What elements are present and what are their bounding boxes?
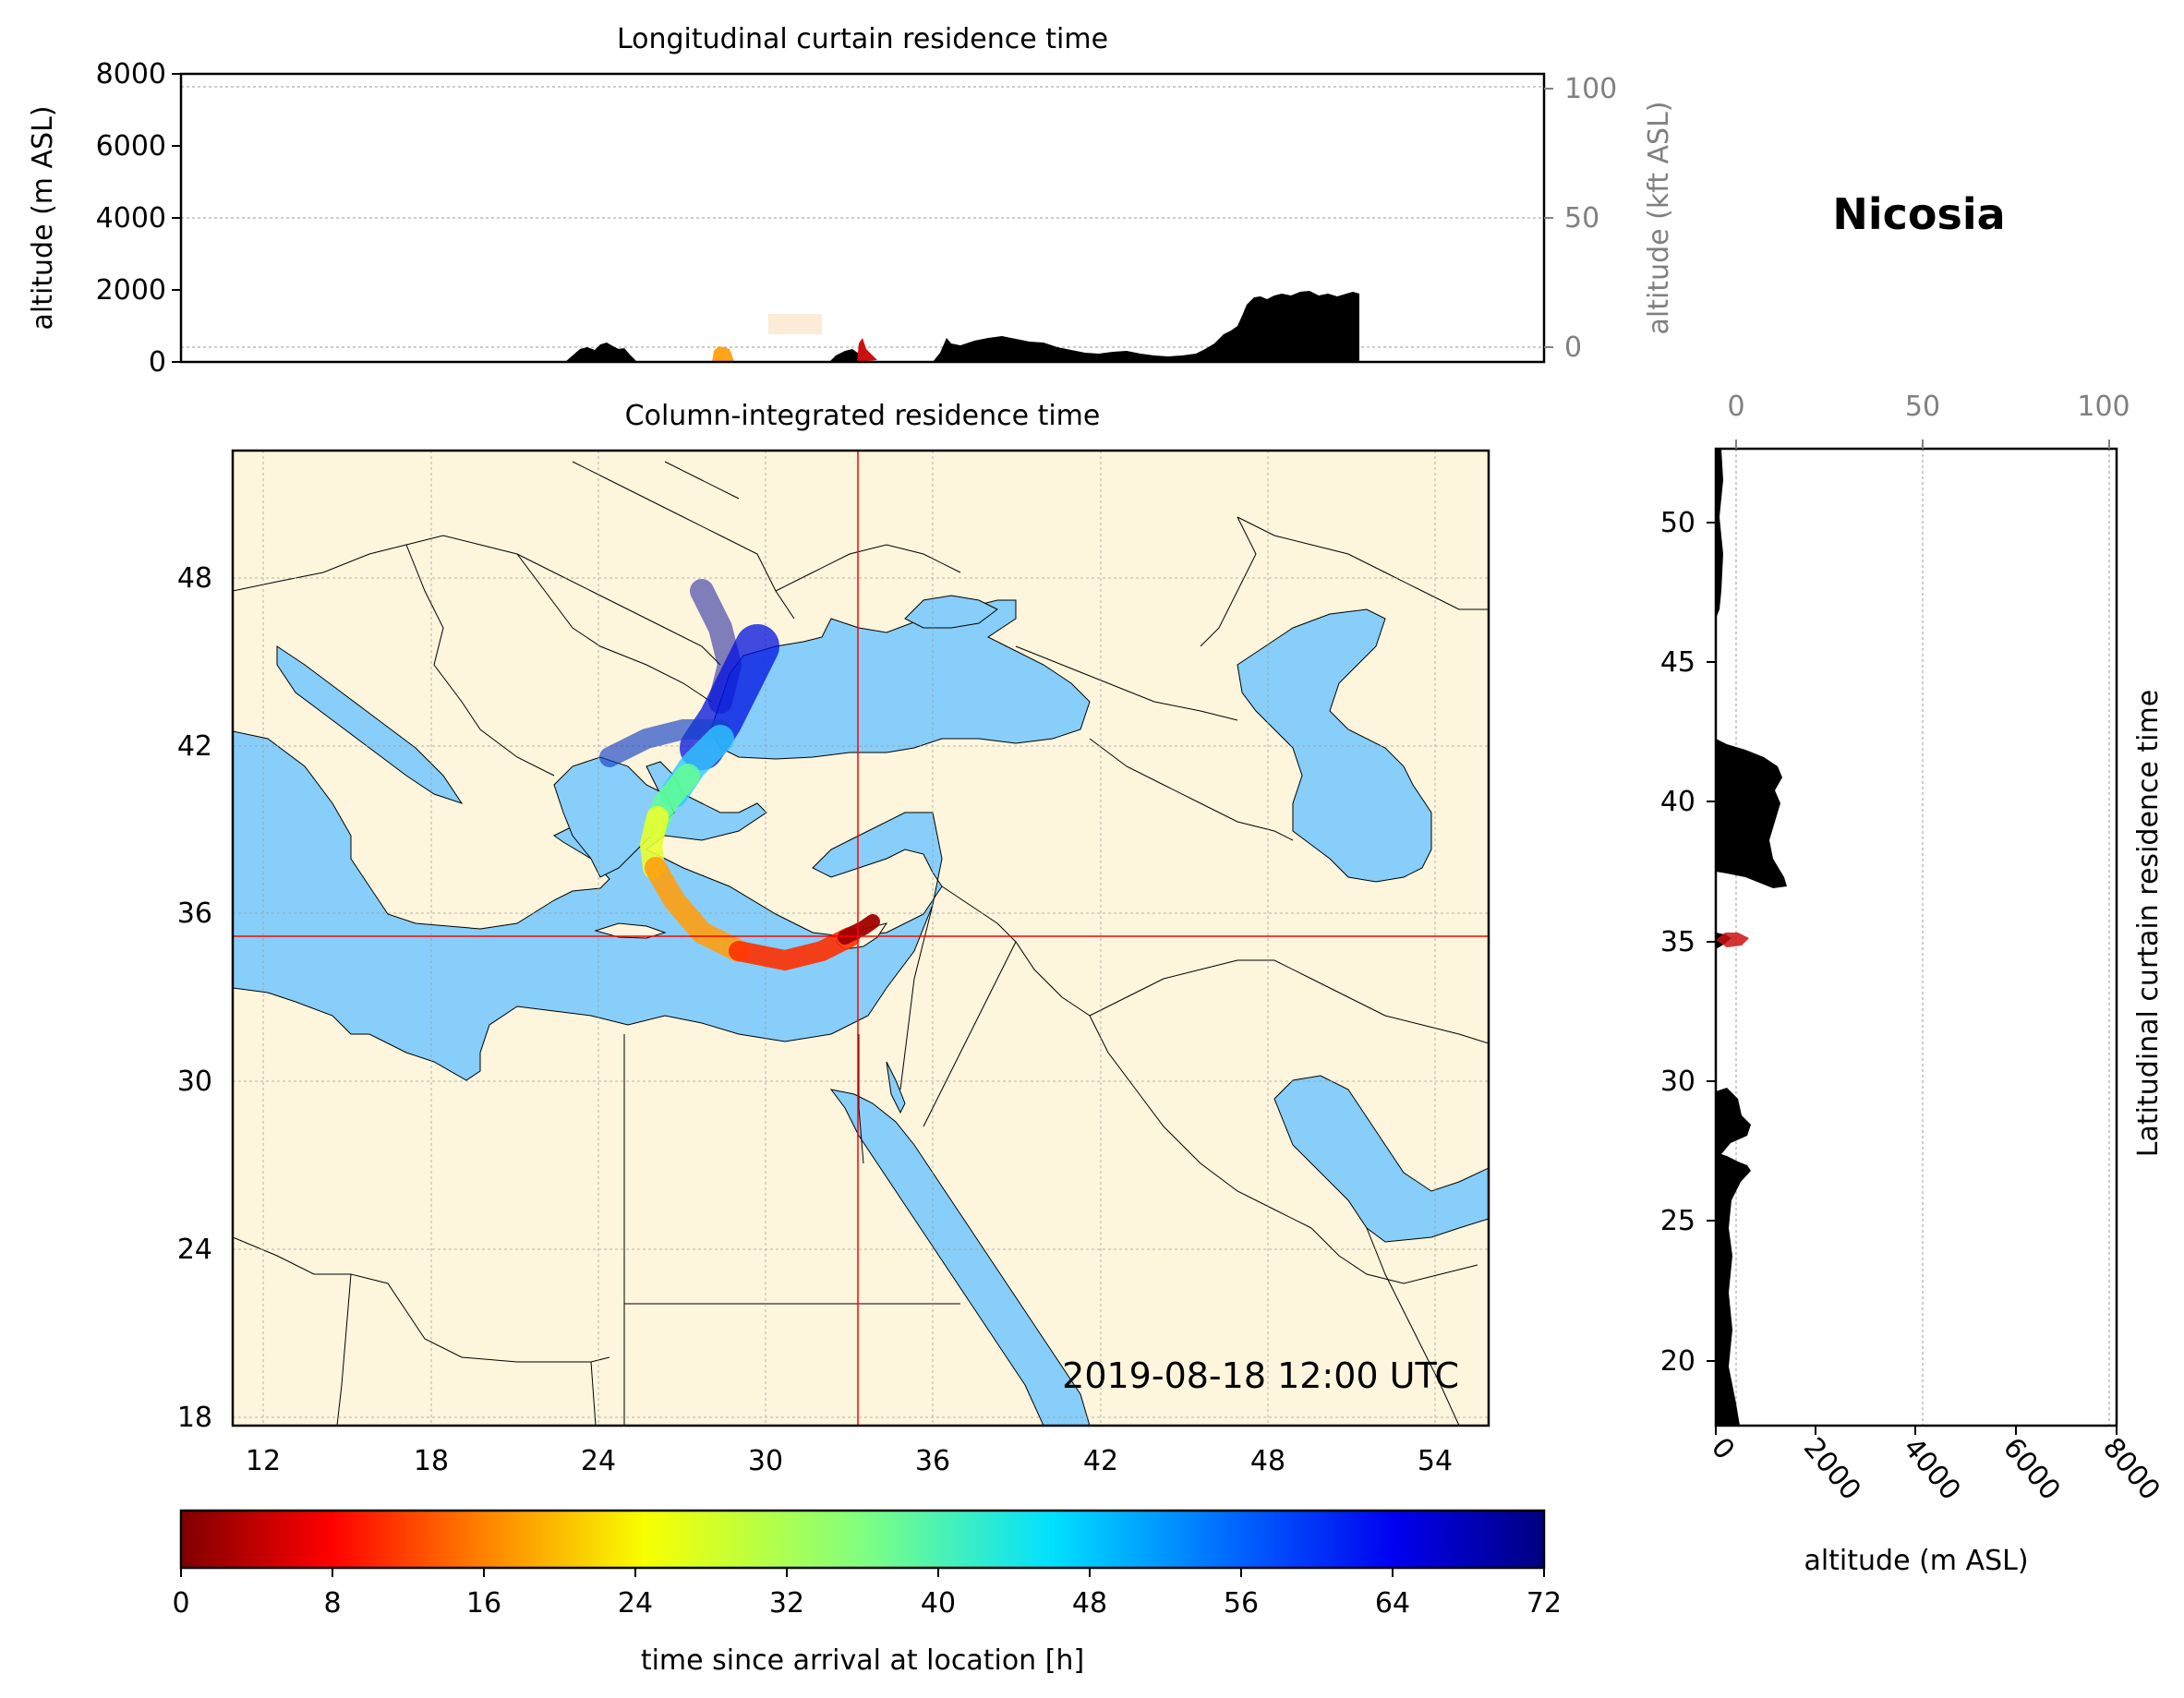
longitudinal-right-tick-labels: 0 50 100 [1564, 73, 1617, 364]
ytick-right-label: 50 [1564, 202, 1599, 235]
ytick-label: 2000 [96, 274, 166, 307]
xtick-label: 36 [915, 1445, 950, 1477]
map-frame [231, 449, 1490, 1427]
longitudinal-residence-red [857, 338, 877, 362]
xtick-top-label: 50 [1905, 391, 1940, 423]
location-title: Nicosia [1832, 189, 2005, 239]
plume-segment-blue-west [599, 719, 730, 767]
colorbar-tick-label: 32 [769, 1587, 804, 1620]
latitudinal-top-tick-labels: 0 50 100 [1727, 391, 2130, 423]
colorbar-tick-label: 56 [1224, 1587, 1259, 1620]
colorbar-tick-marks [180, 1568, 1545, 1577]
adriatic-sea [276, 645, 464, 804]
plume-segment-darkred [838, 914, 880, 945]
ytick-label: 36 [177, 897, 212, 930]
xtick-label: 18 [414, 1445, 449, 1477]
caspian-sea [1237, 608, 1432, 883]
ytick-label: 20 [1660, 1345, 1695, 1378]
latitudinal-ytick-labels: 20 25 30 35 40 45 50 [1660, 507, 1695, 1378]
xtick-top-label: 0 [1727, 391, 1744, 423]
longitudinal-left-tick-labels: 0 2000 4000 6000 8000 [96, 58, 166, 379]
ytick-label: 24 [177, 1234, 212, 1266]
ytick-label: 45 [1660, 646, 1695, 679]
black-sea [710, 599, 1091, 760]
ytick-label: 35 [1660, 926, 1695, 958]
latitudinal-curtain-plot-area [1716, 449, 2117, 1426]
longitudinal-right-ticks [1544, 88, 1553, 348]
colorbar-label: time since arrival at location [h] [641, 1644, 1084, 1677]
longitudinal-curtain-title: Longitudinal curtain residence time [617, 23, 1108, 55]
plume-segment-red [729, 927, 860, 971]
colorbar-tick-labels: 0 8 16 24 32 40 48 56 64 72 [172, 1587, 1562, 1620]
ytick-label: 30 [177, 1066, 212, 1098]
xtick-label: 4000 [1897, 1432, 1967, 1507]
latitudinal-ytick-marks [1707, 522, 1716, 1362]
colorbar-tick-label: 64 [1375, 1587, 1410, 1620]
ytick-label: 25 [1660, 1205, 1695, 1237]
gulf-of-aqaba [886, 1061, 906, 1114]
xtick-label: 2000 [1797, 1432, 1867, 1507]
longitudinal-residence-faint [768, 314, 822, 334]
xtick-top-label: 100 [2077, 391, 2130, 423]
xtick-label: 8000 [2096, 1432, 2166, 1507]
ytick-right-label: 0 [1564, 331, 1582, 364]
mediterranean-sea [233, 730, 943, 1081]
longitudinal-left-ticks [172, 73, 181, 363]
latitudinal-curtain-panel: 20 25 30 35 40 45 50 0 50 100 0 [1660, 391, 2166, 1577]
residence-time-plume [599, 579, 880, 971]
crete-island [594, 922, 667, 939]
longitudinal-ylabel-left: altitude (m ASL) [27, 105, 59, 330]
xtick-label: 6000 [1997, 1432, 2067, 1507]
country-borders [233, 461, 1489, 1426]
latitudinal-top-tick-marks [1735, 440, 2110, 449]
ytick-label: 18 [177, 1402, 212, 1434]
colorbar-tick-label: 72 [1526, 1587, 1562, 1620]
ytick-label: 4000 [96, 202, 166, 235]
longitudinal-curtain-panel: Longitudinal curtain residence time 0 20… [27, 23, 1675, 379]
ytick-label: 42 [177, 730, 212, 763]
colorbar-tick-label: 8 [323, 1587, 341, 1620]
xtick-label: 30 [748, 1445, 783, 1477]
map-gridlines [233, 451, 1489, 1426]
timestamp-label: 2019-08-18 12:00 UTC [1062, 1355, 1459, 1396]
latitudinal-bottom-tick-labels: 0 2000 4000 6000 8000 [1705, 1432, 2166, 1507]
longitudinal-ylabel-right: altitude (kft ASL) [1643, 101, 1675, 334]
colorbar-tick-label: 24 [618, 1587, 653, 1620]
colorbar-tick-label: 48 [1072, 1587, 1107, 1620]
ytick-right-label: 100 [1564, 73, 1617, 105]
ytick-label: 40 [1660, 786, 1695, 818]
xtick-label: 48 [1250, 1445, 1285, 1477]
latitudinal-xlabel: altitude (m ASL) [1804, 1545, 2028, 1577]
latitudinal-terrain-profile [1716, 449, 1787, 1426]
ytick-label: 50 [1660, 507, 1695, 539]
colorbar-gradient [179, 1509, 1546, 1570]
xtick-label: 0 [1705, 1432, 1741, 1466]
colorbar: 0 8 16 24 32 40 48 56 64 72 time since a… [172, 1509, 1562, 1677]
xtick-label: 24 [581, 1445, 616, 1477]
ytick-label: 48 [177, 562, 212, 595]
map-title: Column-integrated residence time [625, 400, 1101, 432]
ytick-label: 6000 [96, 130, 166, 163]
map-panel: Column-integrated residence time [177, 400, 1490, 1477]
latitudinal-residence-red [1716, 933, 1749, 947]
longitudinal-terrain-profile [565, 291, 1359, 362]
red-sea [829, 1089, 1091, 1426]
plume-segment-orange [645, 857, 750, 962]
colorbar-tick-label: 0 [172, 1587, 189, 1620]
xtick-label: 42 [1083, 1445, 1118, 1477]
map-tick-labels: 12 18 24 30 36 42 48 54 18 24 30 36 42 4… [177, 562, 1453, 1477]
xtick-label: 12 [246, 1445, 281, 1477]
latitudinal-bottom-tick-marks [1715, 1426, 2118, 1435]
ytick-label: 0 [149, 346, 166, 379]
ytick-label: 30 [1660, 1066, 1695, 1098]
latitudinal-ylabel: Latitudinal curtain residence time [2132, 690, 2165, 1157]
ytick-label: 8000 [96, 58, 166, 90]
longitudinal-residence-orange [712, 346, 734, 362]
xtick-label: 54 [1418, 1445, 1453, 1477]
colorbar-tick-label: 16 [466, 1587, 501, 1620]
colorbar-tick-label: 40 [921, 1587, 956, 1620]
